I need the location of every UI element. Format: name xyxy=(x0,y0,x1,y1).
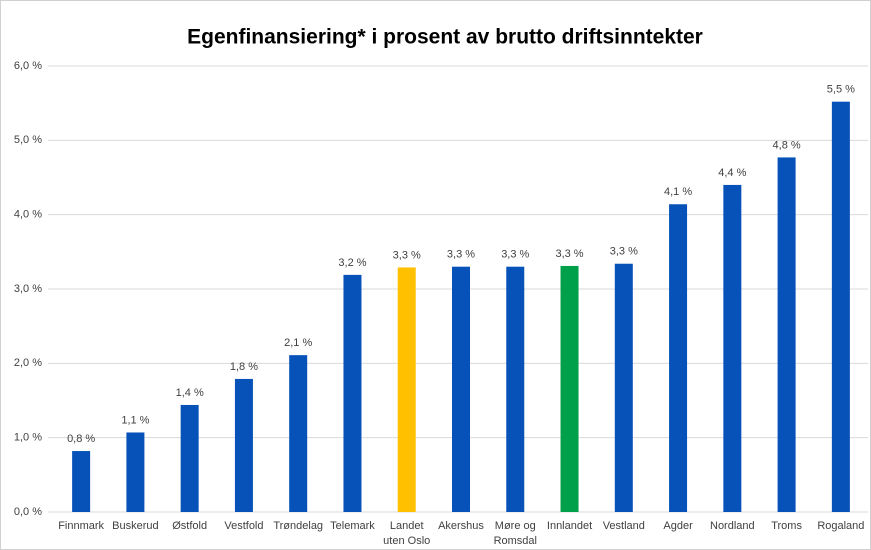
data-label: 4,8 % xyxy=(773,139,801,151)
x-tick-label: Akershus xyxy=(438,520,484,532)
x-tick-label: Agder xyxy=(663,520,693,532)
y-tick-label: 4,0 % xyxy=(14,209,42,221)
bar xyxy=(723,184,742,512)
bar xyxy=(777,157,796,512)
bar xyxy=(234,378,253,512)
x-tick-label: Buskerud xyxy=(112,520,158,532)
x-tick-label: Troms xyxy=(771,520,802,532)
x-tick-label: Telemark xyxy=(330,520,375,532)
x-tick-label: Østfold xyxy=(172,520,207,532)
bar xyxy=(506,266,525,512)
y-tick-label: 3,0 % xyxy=(14,283,42,295)
x-tick-label: Vestland xyxy=(603,520,645,532)
data-label: 4,4 % xyxy=(718,167,746,179)
y-tick-label: 0,0 % xyxy=(14,506,42,518)
data-label: 4,1 % xyxy=(664,186,692,198)
x-tick-label: Trøndelag xyxy=(273,520,323,532)
x-tick-label: Møre og Romsdal xyxy=(494,520,537,547)
bar xyxy=(289,355,308,512)
data-label: 2,1 % xyxy=(284,337,312,349)
data-label: 3,3 % xyxy=(555,248,583,260)
data-label: 3,3 % xyxy=(610,246,638,258)
x-tick-label: Innlandet xyxy=(547,520,592,532)
bar xyxy=(560,265,579,512)
data-label: 1,8 % xyxy=(230,361,258,373)
data-label: 1,4 % xyxy=(176,387,204,399)
bar xyxy=(831,101,850,513)
bar xyxy=(669,204,688,512)
data-label: 3,3 % xyxy=(501,249,529,261)
data-label: 0,8 % xyxy=(67,433,95,445)
x-tick-label: Rogaland xyxy=(817,520,864,532)
x-tick-label: Vestfold xyxy=(224,520,263,532)
y-tick-label: 2,0 % xyxy=(14,357,42,369)
x-tick-label: Landet uten Oslo xyxy=(383,520,430,547)
data-label: 3,3 % xyxy=(393,249,421,261)
y-tick-label: 5,0 % xyxy=(14,134,42,146)
y-tick-label: 6,0 % xyxy=(14,60,42,72)
chart-title: Egenfinansiering* i prosent av brutto dr… xyxy=(187,26,703,49)
bar xyxy=(397,267,416,512)
bar xyxy=(72,451,91,512)
bar xyxy=(614,263,633,512)
data-label: 1,1 % xyxy=(121,414,149,426)
bar xyxy=(343,274,362,512)
x-tick-label: Nordland xyxy=(710,520,755,532)
data-label: 5,5 % xyxy=(827,84,855,96)
data-label: 3,3 % xyxy=(447,249,475,261)
data-label: 3,2 % xyxy=(338,257,366,269)
x-tick-label: Finnmark xyxy=(58,520,104,532)
y-tick-label: 1,0 % xyxy=(14,432,42,444)
bar xyxy=(452,266,470,512)
bar xyxy=(180,404,199,512)
bar xyxy=(126,432,145,512)
